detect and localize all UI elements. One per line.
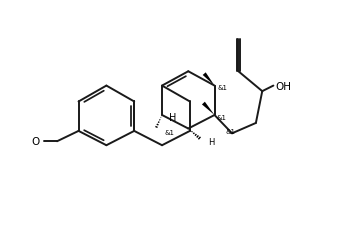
Text: &1: &1 <box>165 130 174 136</box>
Text: &1: &1 <box>226 128 236 134</box>
Text: O: O <box>31 137 39 147</box>
Text: H: H <box>170 113 177 123</box>
Text: H: H <box>208 137 215 146</box>
Text: &1: &1 <box>218 85 228 91</box>
Text: OH: OH <box>275 81 291 91</box>
Polygon shape <box>202 102 215 116</box>
Polygon shape <box>203 73 215 86</box>
Text: &1: &1 <box>216 114 226 120</box>
